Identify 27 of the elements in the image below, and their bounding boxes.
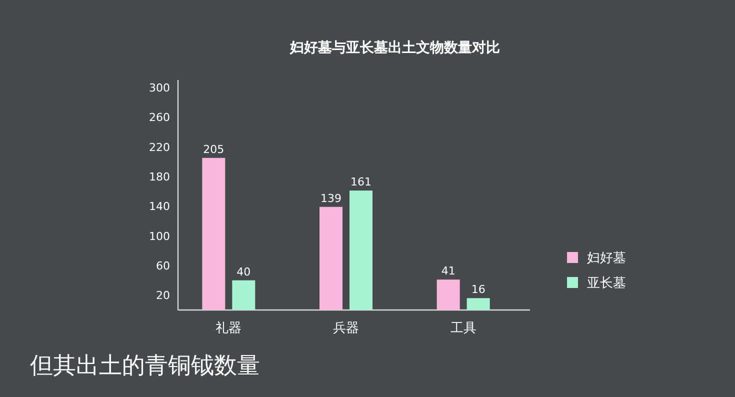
bar: [202, 158, 226, 310]
chart-title: 妇好墓与亚长墓出土文物数量对比: [289, 39, 500, 56]
data-label: 16: [471, 283, 486, 296]
data-label: 161: [350, 176, 372, 189]
x-tick-label: 工具: [450, 321, 476, 336]
y-tick-label: 140: [149, 200, 170, 214]
x-tick-label: 礼器: [216, 321, 242, 336]
bar: [436, 280, 460, 310]
data-label: 40: [236, 265, 251, 278]
y-tick-label: 220: [149, 140, 170, 154]
y-tick-label: 300: [149, 81, 170, 94]
legend-label: 亚长墓: [587, 276, 626, 291]
data-label: 41: [441, 264, 456, 278]
text: 但其出土的青铜钺数量: [30, 353, 260, 379]
x-tick-label: 兵器: [333, 321, 359, 336]
y-tick-label: 260: [149, 111, 170, 124]
y-tick-label: 100: [149, 230, 170, 243]
bar: [232, 280, 256, 310]
bar: [466, 298, 490, 310]
bar: [350, 190, 372, 310]
y-tick-label: 20: [156, 289, 170, 302]
y-tick-label: 60: [156, 259, 170, 272]
data-label: 205: [203, 142, 224, 156]
legend-label: 妇好墓: [587, 251, 626, 266]
y-tick-label: 180: [149, 170, 170, 184]
data-label: 139: [320, 192, 342, 205]
bar: [320, 206, 342, 310]
